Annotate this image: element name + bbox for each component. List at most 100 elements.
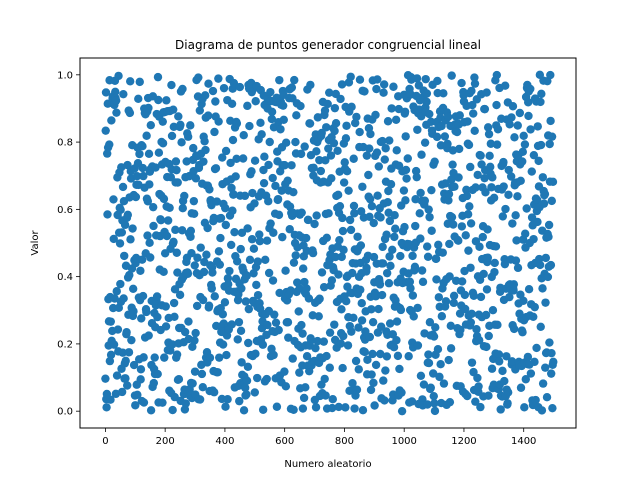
data-point <box>369 218 378 228</box>
data-point <box>259 178 269 188</box>
data-point <box>547 196 556 206</box>
data-point <box>350 404 359 413</box>
data-point <box>486 162 495 172</box>
data-point <box>224 280 233 289</box>
data-point <box>216 213 226 223</box>
data-point <box>319 337 329 346</box>
data-point <box>191 328 200 338</box>
data-point <box>531 395 540 405</box>
data-point <box>454 236 463 245</box>
data-point <box>454 173 463 182</box>
data-point <box>191 174 201 183</box>
data-point <box>464 246 473 255</box>
data-point <box>447 212 457 222</box>
data-point <box>296 101 305 111</box>
data-point <box>474 336 484 345</box>
data-point <box>355 75 365 84</box>
data-point <box>374 162 383 171</box>
data-point <box>401 165 411 175</box>
data-point <box>376 213 385 222</box>
data-point <box>487 364 497 373</box>
data-point <box>327 403 337 413</box>
data-point <box>298 329 307 338</box>
data-point <box>349 154 358 163</box>
data-point <box>153 369 162 379</box>
data-point <box>153 72 163 82</box>
data-point <box>192 301 202 311</box>
data-point <box>526 369 536 378</box>
data-point <box>408 251 417 261</box>
data-point <box>471 183 480 192</box>
data-point <box>274 210 284 220</box>
data-point <box>473 170 482 180</box>
x-tick-label: 1400 <box>511 436 536 447</box>
data-point <box>449 291 459 300</box>
data-point <box>211 97 220 106</box>
data-point <box>434 240 443 250</box>
data-point <box>116 205 125 215</box>
data-point <box>337 305 346 314</box>
data-point <box>207 284 216 293</box>
data-point <box>518 157 527 166</box>
data-point <box>352 385 362 394</box>
data-point <box>529 312 538 321</box>
data-point <box>122 328 131 337</box>
data-point <box>349 201 359 211</box>
data-point <box>248 188 257 198</box>
data-point <box>483 225 492 234</box>
data-point <box>241 383 250 392</box>
data-point <box>516 176 525 185</box>
data-point <box>144 149 154 159</box>
data-point <box>259 165 268 175</box>
data-point <box>547 132 557 141</box>
data-point <box>335 201 345 211</box>
data-point <box>233 335 242 344</box>
data-point <box>413 125 422 134</box>
data-point <box>317 128 326 138</box>
data-point <box>266 87 275 97</box>
data-point <box>189 196 199 206</box>
data-point <box>412 74 422 83</box>
data-point <box>118 182 128 192</box>
data-point <box>443 139 452 149</box>
data-point <box>427 226 436 235</box>
data-point <box>548 177 558 187</box>
data-point <box>464 140 474 150</box>
data-point <box>299 264 308 273</box>
data-point <box>162 96 171 105</box>
data-point <box>357 299 366 308</box>
data-point <box>167 131 177 141</box>
data-point <box>274 325 283 335</box>
data-point <box>263 320 272 330</box>
data-point <box>484 391 493 400</box>
data-point <box>538 284 547 293</box>
data-point <box>416 234 425 243</box>
data-point <box>545 139 554 149</box>
data-point <box>338 226 348 236</box>
data-point <box>188 379 197 388</box>
data-point <box>348 379 357 388</box>
data-point <box>198 295 208 305</box>
data-point <box>385 319 395 328</box>
data-point <box>373 75 382 84</box>
data-point <box>302 284 311 293</box>
data-point <box>481 310 491 320</box>
y-tick-label: 0.6 <box>57 205 73 216</box>
data-point <box>129 307 138 316</box>
data-point <box>462 185 471 195</box>
data-point <box>381 366 390 375</box>
data-point <box>430 406 440 416</box>
data-point <box>448 146 458 155</box>
data-point <box>503 399 512 408</box>
data-point <box>389 342 399 352</box>
data-point <box>243 224 252 233</box>
data-point <box>177 226 187 235</box>
data-point <box>135 77 144 87</box>
data-point <box>105 356 115 366</box>
data-point <box>518 328 527 337</box>
data-point <box>269 228 278 237</box>
data-point <box>383 197 392 207</box>
data-point <box>317 268 327 277</box>
data-point <box>515 108 525 118</box>
data-point <box>512 236 521 245</box>
